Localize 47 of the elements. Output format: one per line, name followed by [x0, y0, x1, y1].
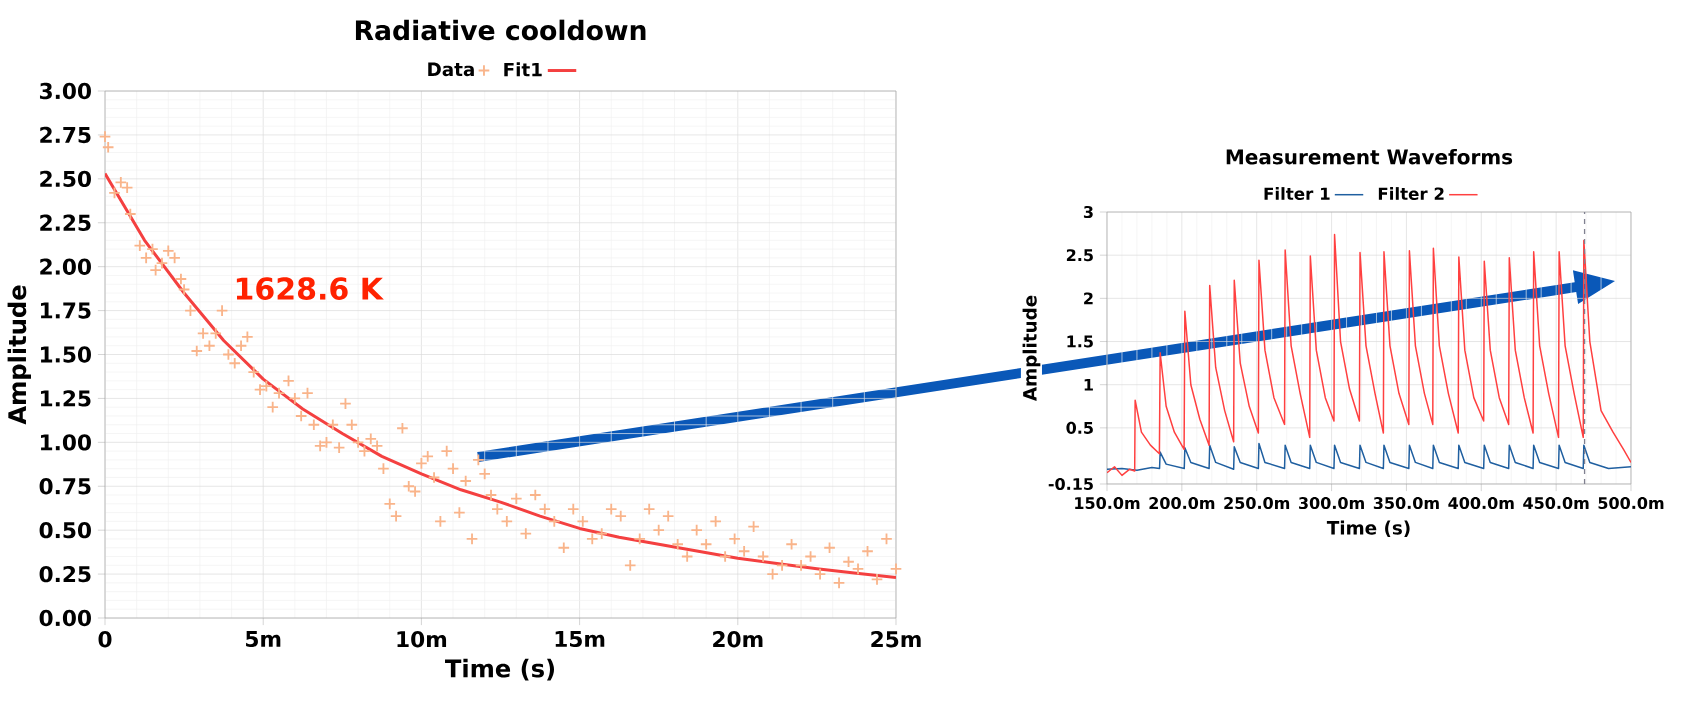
x-tick-label: 500.0m	[1598, 497, 1664, 510]
y-tick-label: 3	[1083, 205, 1093, 219]
legend-label: Filter 2	[1378, 187, 1444, 201]
x-tick-label: 25m	[871, 631, 921, 648]
x-tick-label: 20m	[713, 631, 763, 648]
chart-title: Measurement Waveforms	[1226, 148, 1513, 165]
y-tick-label: 1.00	[41, 434, 91, 451]
y-tick-label: -0.15	[1048, 477, 1093, 491]
y-tick-label: 0.25	[39, 565, 91, 583]
x-tick-label: 15m	[555, 631, 605, 648]
x-tick-label: 400.0m	[1448, 497, 1514, 510]
y-tick-label: 1	[1084, 378, 1093, 391]
y-tick-label: 1.50	[41, 346, 91, 363]
x-axis-title: Time (s)	[1326, 520, 1410, 537]
line-series	[1107, 442, 1631, 471]
x-tick-label: 5m	[246, 631, 281, 648]
y-axis-title: Amplitude	[7, 285, 31, 425]
y-tick-label: 2.25	[40, 214, 91, 231]
x-tick-label: 300.0m	[1299, 497, 1364, 510]
legend-label: Filter 1	[1264, 187, 1330, 201]
y-tick-label: 0.75	[39, 478, 91, 495]
legend-label: Fit1	[504, 62, 542, 77]
x-tick-label: 150.0m	[1075, 497, 1140, 510]
line-series	[1107, 233, 1631, 477]
y-tick-label: 0.00	[39, 609, 91, 627]
y-tick-label: 2.00	[40, 258, 91, 275]
x-tick-label: 450.0m	[1523, 497, 1589, 510]
y-tick-label: 3.00	[39, 82, 91, 100]
y-tick-label: 1.25	[41, 390, 91, 407]
x-tick-label: 350.0m	[1373, 497, 1439, 510]
y-tick-label: 2	[1084, 292, 1093, 305]
y-tick-label: 1.5	[1067, 335, 1093, 348]
y-tick-label: 1.75	[41, 302, 91, 319]
y-tick-label: 0.50	[39, 521, 91, 539]
x-axis-title: Time (s)	[445, 658, 555, 681]
y-tick-label: 0.5	[1066, 421, 1093, 434]
y-tick-label: 2.5	[1066, 249, 1093, 262]
y-tick-label: 2.50	[40, 170, 91, 188]
y-tick-label: 2.75	[40, 126, 91, 144]
x-tick-label: 0	[98, 631, 112, 648]
legend-label: Data	[428, 62, 474, 77]
chart-title: Radiative cooldown	[355, 19, 646, 41]
y-axis-title: Amplitude	[1022, 295, 1041, 402]
annotation: 1628.6 K	[236, 277, 384, 300]
x-tick-label: 250.0m	[1224, 497, 1290, 510]
x-tick-label: 200.0m	[1149, 497, 1215, 510]
x-tick-label: 10m	[397, 631, 447, 648]
